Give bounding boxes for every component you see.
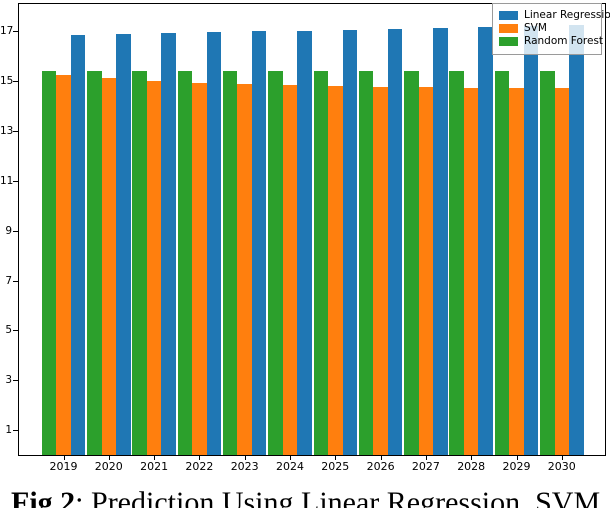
bar-random-forest-2025 — [313, 71, 329, 455]
x-tick-label-2020: 2020 — [94, 460, 123, 473]
legend-label-random-forest: Random Forest — [524, 35, 604, 47]
y-tick-mark-11 — [13, 181, 18, 182]
y-tick-label-1: 1 — [5, 424, 12, 436]
x-tick-mark-2022 — [199, 456, 201, 460]
bar-random-forest-2030 — [540, 71, 555, 455]
caption-label: Fig 2 — [11, 486, 76, 508]
bar-linear-regression-2028 — [478, 27, 493, 455]
x-tick-label-2027: 2027 — [411, 460, 440, 473]
figure-caption: Fig 2: Prediction Using Linear Regressio… — [11, 486, 600, 508]
y-tick-label-17: 17 — [0, 25, 14, 37]
bar-linear-regression-2029 — [523, 26, 539, 455]
legend-label-svm: SVM — [524, 22, 547, 34]
bar-svm-2026 — [373, 87, 388, 455]
y-tick-label-11: 11 — [0, 175, 14, 187]
bar-linear-regression-2019 — [70, 35, 86, 455]
y-tick-label-15: 15 — [0, 75, 14, 87]
legend-item-linear-regression: Linear Regression — [499, 10, 610, 21]
bar-random-forest-2028 — [449, 71, 464, 455]
x-tick-mark-2020 — [108, 456, 110, 460]
x-tick-label-2021: 2021 — [140, 460, 169, 473]
bar-linear-regression-2021 — [161, 33, 176, 455]
bar-svm-2022 — [192, 83, 207, 455]
x-tick-mark-2029 — [516, 456, 518, 460]
legend-swatch-svm — [499, 24, 518, 33]
bar-svm-2020 — [101, 78, 117, 455]
bar-svm-2025 — [328, 86, 343, 455]
bar-svm-2030 — [554, 88, 570, 455]
x-tick-mark-2024 — [290, 456, 291, 460]
bar-random-forest-2024 — [268, 71, 283, 455]
y-tick-mark-17 — [13, 31, 18, 32]
x-tick-label-2026: 2026 — [366, 460, 395, 473]
legend: Linear Regression SVM Random Forest — [492, 3, 610, 55]
bar-svm-2019 — [56, 75, 71, 455]
x-tick-label-2025: 2025 — [321, 460, 350, 473]
bar-random-forest-2022 — [177, 71, 193, 455]
plot-area — [18, 3, 606, 456]
legend-label-linear-regression: Linear Regression — [524, 9, 610, 21]
x-tick-mark-2027 — [425, 456, 427, 460]
bar-svm-2023 — [237, 84, 252, 455]
y-tick-mark-3 — [13, 380, 18, 381]
y-tick-mark-9 — [13, 231, 18, 232]
y-tick-label-3: 3 — [5, 374, 12, 386]
bar-random-forest-2020 — [87, 71, 102, 455]
legend-item-svm: SVM — [499, 23, 595, 34]
bar-random-forest-2019 — [41, 71, 57, 455]
bar-linear-regression-2030 — [569, 25, 584, 455]
y-tick-mark-15 — [13, 81, 18, 82]
bar-svm-2028 — [463, 88, 479, 455]
bar-linear-regression-2026 — [387, 29, 403, 455]
x-tick-mark-2026 — [380, 456, 382, 460]
bar-svm-2021 — [146, 81, 162, 455]
x-tick-mark-2025 — [335, 456, 337, 460]
x-tick-mark-2019 — [63, 456, 65, 460]
x-tick-label-2022: 2022 — [185, 460, 214, 473]
bar-random-forest-2029 — [494, 71, 510, 455]
y-tick-label-13: 13 — [0, 125, 14, 137]
x-tick-label-2028: 2028 — [457, 460, 486, 473]
bar-random-forest-2021 — [132, 71, 147, 455]
bar-linear-regression-2027 — [433, 28, 448, 455]
legend-swatch-linear-regression — [499, 11, 518, 20]
bar-random-forest-2026 — [358, 71, 374, 455]
x-tick-label-2029: 2029 — [502, 460, 531, 473]
caption-text: : Prediction Using Linear Regression, SV… — [75, 486, 601, 508]
y-tick-mark-1 — [13, 430, 18, 431]
bar-linear-regression-2024 — [297, 31, 312, 455]
bar-random-forest-2027 — [404, 71, 419, 455]
bar-svm-2029 — [509, 88, 524, 455]
x-tick-mark-2021 — [154, 456, 156, 460]
y-tick-label-9: 9 — [5, 225, 12, 237]
x-tick-label-2023: 2023 — [230, 460, 259, 473]
y-tick-mark-7 — [13, 281, 18, 282]
bar-linear-regression-2023 — [251, 31, 267, 455]
x-tick-mark-2028 — [471, 456, 473, 460]
legend-swatch-random-forest — [499, 37, 518, 46]
legend-item-random-forest: Random Forest — [499, 36, 603, 47]
bar-random-forest-2023 — [222, 71, 238, 455]
x-tick-mark-2023 — [244, 456, 246, 460]
bar-svm-2027 — [418, 87, 434, 455]
bar-svm-2024 — [282, 85, 298, 455]
x-tick-mark-2030 — [561, 456, 563, 460]
bar-linear-regression-2025 — [342, 30, 358, 455]
x-tick-label-2024: 2024 — [276, 460, 304, 473]
bar-linear-regression-2022 — [206, 32, 222, 455]
y-tick-label-5: 5 — [5, 324, 12, 336]
x-tick-label-2030: 2030 — [547, 460, 576, 473]
bar-linear-regression-2020 — [116, 34, 131, 455]
y-tick-mark-5 — [13, 330, 18, 331]
y-tick-label-7: 7 — [5, 275, 12, 287]
x-tick-label-2019: 2019 — [49, 460, 78, 473]
y-tick-mark-13 — [13, 131, 18, 132]
